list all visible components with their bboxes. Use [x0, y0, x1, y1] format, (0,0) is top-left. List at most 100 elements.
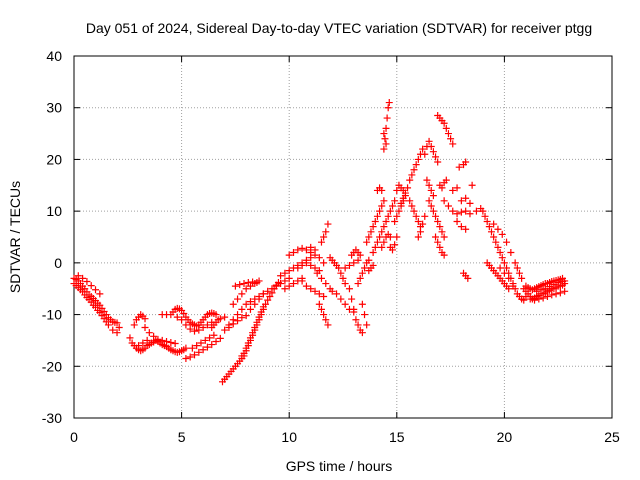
data-point	[307, 285, 315, 293]
data-point	[311, 264, 319, 272]
data-point	[317, 305, 325, 313]
data-point	[388, 202, 396, 210]
data-point	[515, 269, 523, 277]
data-point	[163, 337, 171, 345]
data-point	[380, 197, 388, 205]
data-point	[186, 353, 194, 361]
data-point	[518, 274, 526, 282]
x-tick-label: 0	[70, 429, 78, 445]
data-point	[87, 282, 95, 290]
data-point	[352, 316, 360, 324]
data-point	[178, 316, 186, 324]
data-point	[264, 287, 272, 295]
data-point	[315, 290, 323, 298]
data-point	[238, 290, 246, 298]
data-point	[216, 334, 224, 342]
y-tick-label: 10	[46, 203, 62, 219]
data-point	[171, 340, 179, 348]
data-point	[381, 135, 389, 143]
data-point	[294, 246, 302, 254]
data-point	[266, 292, 274, 300]
data-point	[391, 241, 399, 249]
data-point	[350, 259, 358, 267]
data-point	[150, 332, 158, 340]
data-point	[378, 228, 386, 236]
data-point	[180, 310, 188, 318]
data-point	[462, 207, 470, 215]
data-point	[438, 184, 446, 192]
data-point	[414, 233, 422, 241]
data-point	[434, 158, 442, 166]
data-point	[432, 212, 440, 220]
data-point	[423, 176, 431, 184]
data-point	[324, 220, 332, 228]
data-point	[457, 197, 465, 205]
data-point	[74, 272, 82, 280]
data-point	[361, 311, 369, 319]
data-point	[186, 325, 194, 333]
data-point	[154, 335, 162, 343]
data-point	[109, 326, 117, 334]
data-point	[197, 339, 205, 347]
data-point	[466, 199, 474, 207]
data-point	[505, 285, 513, 293]
data-point	[378, 202, 386, 210]
data-point	[242, 285, 250, 293]
data-point	[380, 223, 388, 231]
data-point	[290, 249, 298, 257]
data-point	[371, 217, 379, 225]
data-point	[206, 334, 214, 342]
data-point	[500, 269, 508, 277]
data-point	[302, 259, 310, 267]
data-point	[253, 318, 261, 326]
data-point	[552, 290, 560, 298]
data-point	[251, 300, 259, 308]
data-point	[356, 251, 364, 259]
data-point	[350, 305, 358, 313]
data-point	[455, 163, 463, 171]
data-point	[513, 264, 521, 272]
data-point	[212, 337, 220, 345]
data-point	[354, 280, 362, 288]
data-point	[440, 119, 448, 127]
data-point	[457, 208, 465, 216]
data-point	[490, 233, 498, 241]
data-point	[442, 124, 450, 132]
data-point	[195, 348, 203, 356]
data-point	[408, 202, 416, 210]
data-point	[240, 280, 248, 288]
data-point	[419, 220, 427, 228]
data-point	[188, 344, 196, 352]
data-point	[373, 238, 381, 246]
data-point	[416, 228, 424, 236]
data-point	[425, 137, 433, 145]
data-point	[358, 300, 366, 308]
data-point	[395, 207, 403, 215]
data-point	[339, 274, 347, 282]
data-point	[494, 225, 502, 233]
data-point	[253, 279, 261, 287]
data-point	[225, 324, 233, 331]
data-point	[281, 285, 289, 293]
data-point	[425, 181, 433, 189]
data-point	[432, 153, 440, 161]
data-point	[385, 99, 393, 107]
data-point	[408, 171, 416, 179]
data-point	[391, 217, 399, 225]
y-tick-label: 0	[54, 255, 62, 271]
data-point	[391, 197, 399, 205]
data-point	[376, 207, 384, 215]
data-point	[195, 326, 203, 334]
x-axis-label: GPS time / hours	[286, 458, 393, 474]
data-point	[447, 135, 455, 143]
data-point	[382, 140, 390, 148]
data-point	[345, 285, 353, 293]
data-point	[348, 295, 356, 303]
data-point	[522, 292, 530, 300]
y-tick-label: 30	[46, 100, 62, 116]
data-point	[421, 212, 429, 220]
data-point	[229, 300, 237, 308]
chart-title: Day 051 of 2024, Sidereal Day-to-day VTE…	[86, 20, 592, 36]
data-point	[238, 305, 246, 313]
data-point	[167, 338, 175, 346]
